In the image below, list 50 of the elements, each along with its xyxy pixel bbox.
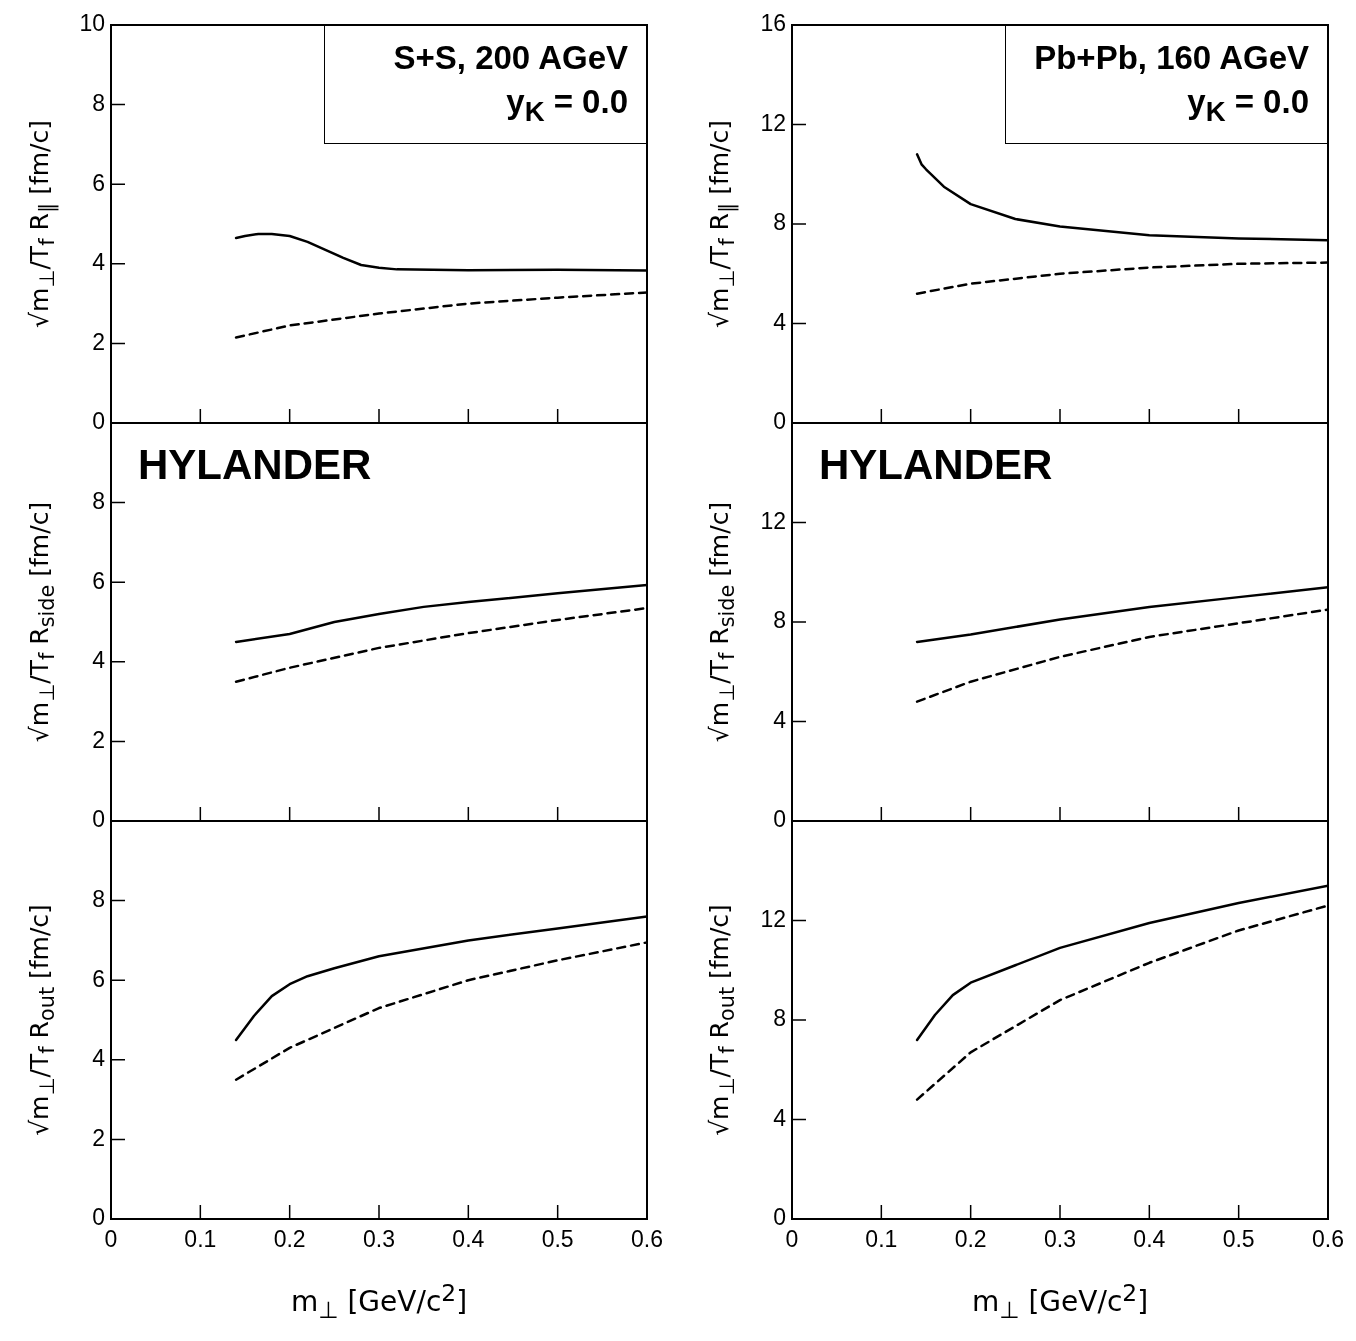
y-tick-label: 10	[79, 10, 105, 37]
y-tick-label: 0	[92, 806, 105, 833]
x-tick-label: 0.4	[452, 1226, 485, 1253]
x-tick-label: 0.3	[363, 1226, 395, 1253]
x-tick-label: 0.2	[273, 1226, 306, 1253]
y-tick-label: 6	[92, 965, 105, 992]
annotation: y$_{K}$ = 0.0	[1186, 82, 1309, 129]
x-tick-label: 0.1	[184, 1226, 217, 1253]
y-tick-label: 4	[92, 1045, 106, 1072]
x-axis-title: m$_{⊥}$ [GeV/c$^{2}$]	[290, 1279, 468, 1324]
y-tick-label: 12	[760, 109, 786, 136]
y-tick-label: 8	[92, 885, 105, 912]
y-tick-label: 8	[773, 209, 786, 236]
x-tick-label: 0.4	[1133, 1226, 1166, 1253]
y-tick-label: 8	[773, 607, 786, 634]
x-tick-label: 0.3	[1044, 1226, 1076, 1253]
y-tick-label: 6	[92, 567, 105, 594]
annotation: Pb+Pb, 160 AGeV	[1033, 38, 1309, 78]
y-tick-label: 0	[92, 1204, 105, 1231]
x-tick-label: 0.6	[631, 1226, 663, 1253]
y-tick-label: 2	[92, 328, 105, 355]
y-tick-label: 16	[760, 10, 786, 37]
y-tick-label: 4	[92, 249, 106, 276]
y-tick-label: 4	[92, 647, 106, 674]
y-tick-label: 12	[760, 507, 786, 534]
line-series	[234, 606, 647, 683]
x-tick-label: 0.5	[541, 1226, 574, 1253]
y-tick-label: 4	[773, 308, 787, 335]
y-tick-label: 2	[92, 1124, 105, 1151]
y-tick-label: 2	[92, 726, 105, 753]
y-tick-label: 0	[773, 408, 786, 435]
y-tick-label: 6	[92, 169, 105, 196]
y-tick-label: 0	[92, 408, 105, 435]
x-tick-label: 0.6	[1312, 1226, 1344, 1253]
y-tick-label: 8	[92, 487, 105, 514]
y-tick-label: 4	[773, 1104, 787, 1131]
x-tick-label: 0.5	[1222, 1226, 1255, 1253]
y-tick-label: 4	[773, 706, 787, 733]
y-tick-label: 8	[773, 1005, 786, 1032]
y-tick-label: 8	[92, 89, 105, 116]
x-tick-label: 0.1	[865, 1226, 898, 1253]
annotation: y$_{K}$ = 0.0	[505, 82, 628, 129]
annotation: HYLANDER	[138, 441, 372, 489]
annotation: HYLANDER	[819, 441, 1053, 489]
annotation: S+S, 200 AGeV	[392, 38, 628, 78]
x-tick-label: 0.2	[954, 1226, 987, 1253]
y-tick-label: 0	[773, 1204, 786, 1231]
y-tick-label: 0	[773, 806, 786, 833]
x-axis-title: m$_{⊥}$ [GeV/c$^{2}$]	[971, 1279, 1149, 1324]
y-tick-label: 12	[760, 905, 786, 932]
